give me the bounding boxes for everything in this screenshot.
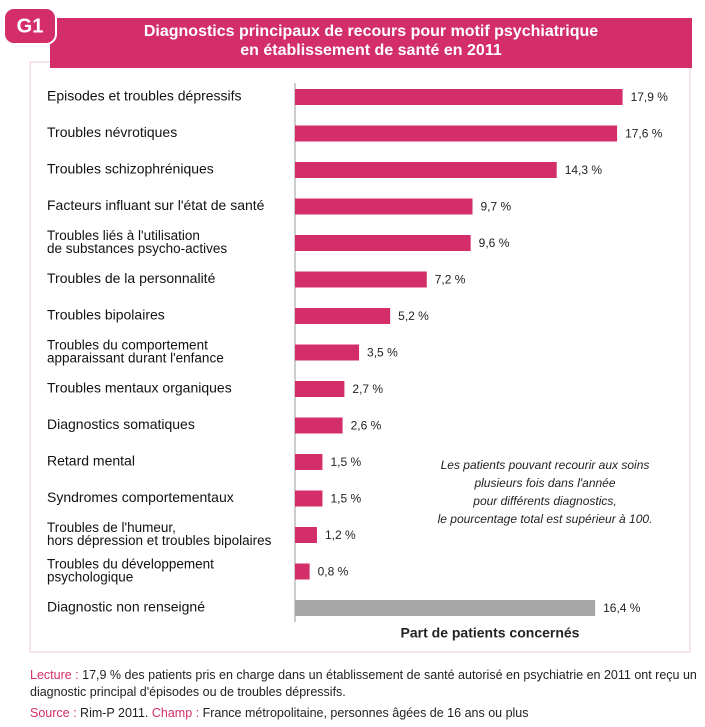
bar xyxy=(295,89,623,105)
category-label: Retard mental xyxy=(47,453,135,469)
bar xyxy=(295,563,310,580)
value-label: 9,6 % xyxy=(479,236,510,250)
category-label: Troubles bipolaires xyxy=(47,307,165,323)
category-label: Troubles de la personnalité xyxy=(47,270,216,286)
note-label: Champ : xyxy=(151,706,200,720)
bar xyxy=(295,271,427,288)
bar xyxy=(295,344,360,361)
note-text: Rim-P 2011. xyxy=(80,706,149,720)
value-label: 0,8 % xyxy=(318,565,349,579)
bar xyxy=(295,490,323,507)
category-label: Diagnostics somatiques xyxy=(47,416,195,432)
note: Lecture : 17,9 % des patients pris en ch… xyxy=(30,667,700,701)
category-label: Syndromes comportementaux xyxy=(47,489,234,505)
annotation: Les patients pouvant recourir aux soins p… xyxy=(438,458,653,526)
title-band xyxy=(50,18,692,68)
value-label: 14,3 % xyxy=(565,163,603,177)
bar xyxy=(295,125,618,142)
bar xyxy=(295,308,391,324)
category-label: Facteurs influant sur l'état de santé xyxy=(47,197,265,213)
value-label: 16,4 % xyxy=(603,601,641,615)
category-label: Troubles mentaux organiques xyxy=(47,380,232,396)
value-label: 7,2 % xyxy=(435,273,466,287)
category-label: Troubles liés à l'utilisation de substanc… xyxy=(47,228,227,256)
figure-badge xyxy=(3,7,57,45)
bar xyxy=(295,527,317,543)
bar xyxy=(295,162,557,178)
value-label: 1,5 % xyxy=(330,455,361,469)
value-label: 17,6 % xyxy=(625,127,663,141)
bar xyxy=(295,454,323,470)
value-label: 2,7 % xyxy=(352,382,383,396)
value-label: 2,6 % xyxy=(351,419,382,433)
category-label: Troubles du comportement apparaissant dur… xyxy=(47,337,224,365)
bar xyxy=(295,381,345,397)
category-label: Episodes et troubles dépressifs xyxy=(47,88,242,104)
bar xyxy=(295,198,473,215)
note: Source : Rim-P 2011. Champ : France métr… xyxy=(30,705,700,722)
value-label: 9,7 % xyxy=(481,200,512,214)
note-text: 17,9 % des patients pris en charge dans … xyxy=(30,668,697,699)
category-label: Diagnostic non renseigné xyxy=(47,599,205,615)
value-label: 5,2 % xyxy=(398,309,429,323)
figure-label: G1 xyxy=(17,15,44,37)
category-label: Troubles de l'humeur, hors dépression et … xyxy=(47,520,272,548)
value-label: 1,2 % xyxy=(325,528,356,542)
category-label: Troubles schizophréniques xyxy=(47,161,214,177)
category-label: Troubles névrotiques xyxy=(47,124,177,140)
value-label: 1,5 % xyxy=(330,492,361,506)
bar xyxy=(295,235,471,251)
value-label: 17,9 % xyxy=(631,90,669,104)
value-label: 3,5 % xyxy=(367,346,398,360)
note-label: Source : xyxy=(30,706,77,720)
note-text: France métropolitaine, personnes âgées d… xyxy=(202,706,529,720)
notes: Lecture : 17,9 % des patients pris en ch… xyxy=(30,667,700,726)
note-label: Lecture : xyxy=(30,668,79,682)
bar xyxy=(295,600,596,616)
chart-title: Diagnostics principaux de recours pour m… xyxy=(144,23,598,59)
x-axis-label: Part de patients concernés xyxy=(401,625,580,641)
category-label: Troubles du développement psychologique xyxy=(47,556,214,584)
bar xyxy=(295,417,343,434)
chart: G1 Diagnostics principaux de recours pou… xyxy=(3,7,692,653)
